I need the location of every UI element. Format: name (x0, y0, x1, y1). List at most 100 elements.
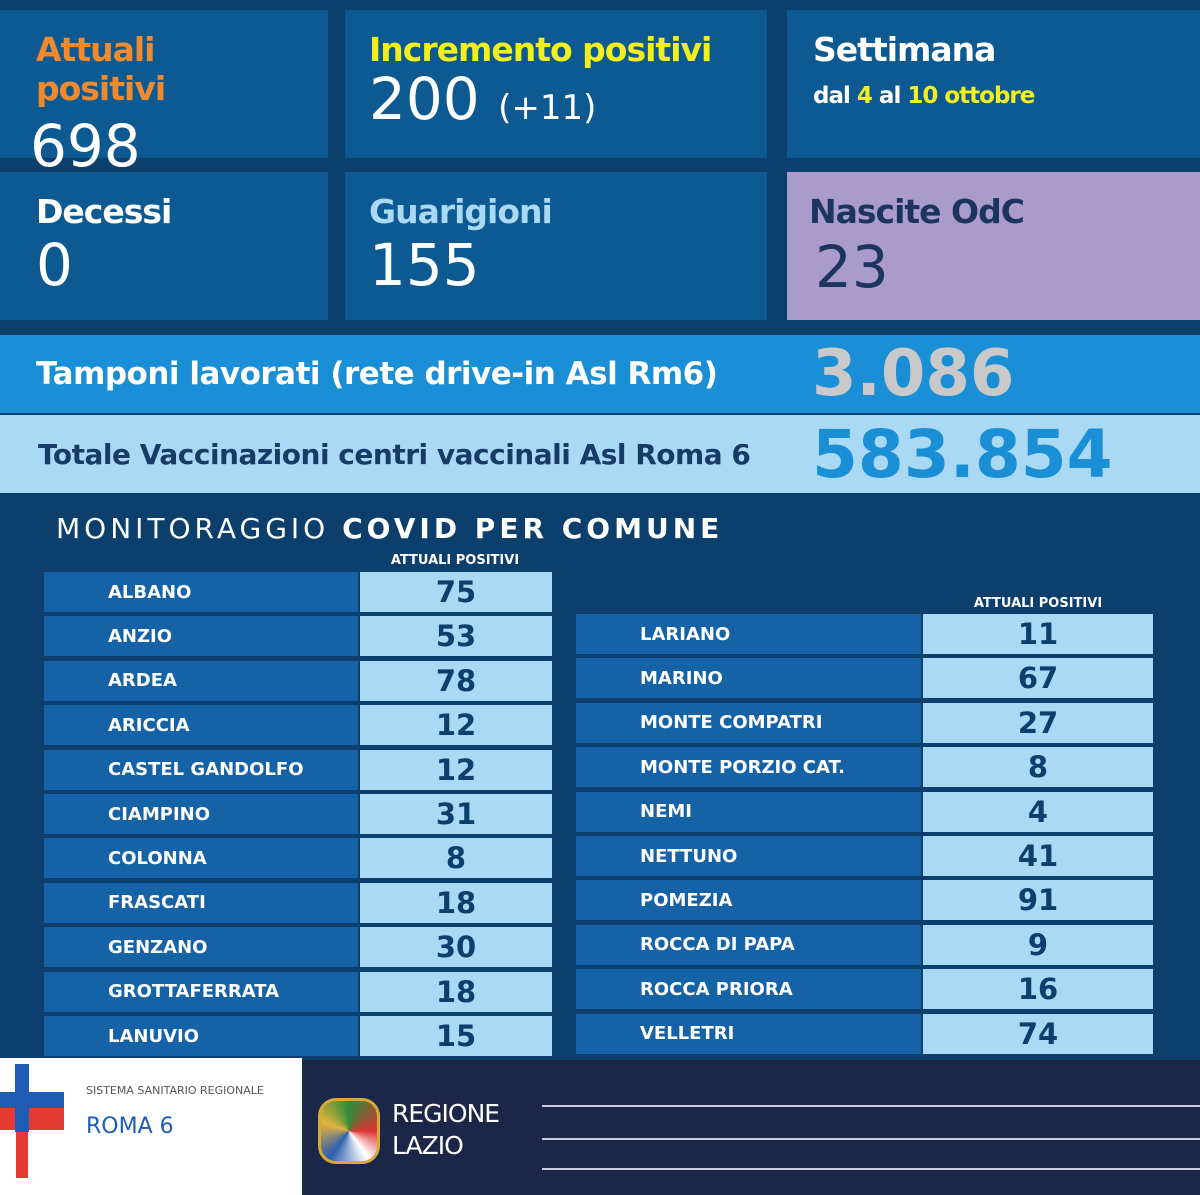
guarigioni-label: Guarigioni (369, 192, 553, 231)
guarigioni-card: Guarigioni 155 (345, 172, 767, 320)
incremento-label: Incremento positivi (369, 30, 712, 69)
comune-value: 41 (923, 836, 1153, 876)
comune-value: 9 (923, 924, 1153, 965)
comune-name: MONTE COMPATRI (576, 702, 921, 743)
comune-value: 12 (360, 705, 552, 746)
comune-name: NETTUNO (576, 836, 921, 876)
asl-logo: SISTEMA SANITARIO REGIONALE ROMA 6 (0, 1058, 302, 1195)
settimana-from: 4 (856, 83, 873, 109)
comune-name: ROCCA DI PAPA (576, 924, 921, 965)
comune-value: 91 (923, 880, 1153, 921)
settimana-mid: al (878, 83, 901, 109)
comune-name: LARIANO (576, 614, 921, 654)
table-row: LARIANO 11 (576, 614, 1153, 654)
footer-system: SISTEMA SANITARIO REGIONALE (86, 1084, 264, 1097)
comune-value: 8 (923, 747, 1153, 788)
table-row: FRASCATI 18 (44, 882, 552, 923)
comune-value: 53 (360, 616, 552, 657)
comune-name: CASTEL GANDOLFO (44, 749, 358, 790)
comune-name: NEMI (576, 791, 921, 832)
comune-name: POMEZIA (576, 880, 921, 921)
comune-name: ANZIO (44, 616, 358, 657)
incremento-card: Incremento positivi 200 (+11) (345, 10, 767, 158)
table-row: POMEZIA 91 (576, 880, 1153, 921)
settimana-pre: dal (813, 83, 851, 109)
comune-name: GENZANO (44, 927, 358, 968)
guarigioni-value: 155 (369, 231, 480, 299)
comune-value: 27 (923, 702, 1153, 743)
comune-value: 78 (360, 660, 552, 701)
comune-value: 31 (360, 794, 552, 834)
comune-value: 15 (360, 1016, 552, 1056)
table-row: ALBANO 75 (44, 572, 552, 612)
table-row: ROCCA DI PAPA 9 (576, 924, 1153, 965)
monitor-title-bold: COVID PER COMUNE (342, 512, 724, 545)
tamponi-label: Tamponi lavorati (rete drive-in Asl Rm6) (36, 356, 718, 392)
tamponi-value: 3.086 (812, 337, 1015, 411)
comune-value: 75 (360, 572, 552, 612)
table-row: NETTUNO 41 (576, 836, 1153, 876)
footer-lazio: LAZIO (392, 1131, 464, 1160)
comune-value: 11 (923, 614, 1153, 654)
comune-value: 8 (360, 838, 552, 879)
comune-name: MARINO (576, 658, 921, 699)
nascite-card: Nascite OdC 23 (787, 172, 1200, 320)
table-row: GROTTAFERRATA 18 (44, 971, 552, 1012)
footer-roma6: ROMA 6 (86, 1114, 174, 1139)
table-row: VELLETRI 74 (576, 1013, 1153, 1054)
comune-name: ROCCA PRIORA (576, 969, 921, 1010)
table-row: MARINO 67 (576, 658, 1153, 699)
comune-name: COLONNA (44, 838, 358, 879)
nascite-value: 23 (815, 233, 889, 301)
comune-value: 12 (360, 749, 552, 790)
comune-value: 4 (923, 791, 1153, 832)
settimana-label: Settimana (813, 30, 996, 69)
comune-name: CIAMPINO (44, 794, 358, 834)
vaccinazioni-label: Totale Vaccinazioni centri vaccinali Asl… (38, 437, 751, 471)
table-row: ARICCIA 12 (44, 705, 552, 746)
table-row: ROCCA PRIORA 16 (576, 969, 1153, 1010)
table-row: ARDEA 78 (44, 660, 552, 701)
table-row: COLONNA 8 (44, 838, 552, 879)
table-row: MONTE COMPATRI 27 (576, 702, 1153, 743)
vaccinazioni-band: Totale Vaccinazioni centri vaccinali Asl… (0, 415, 1200, 493)
table-row: LANUVIO 15 (44, 1016, 552, 1056)
comune-value: 16 (923, 969, 1153, 1010)
settimana-to: 10 ottobre (907, 83, 1035, 109)
comune-value: 67 (923, 658, 1153, 699)
comune-name: LANUVIO (44, 1016, 358, 1056)
regione-lazio-logo: REGIONE LAZIO (302, 1060, 1200, 1195)
comune-name: FRASCATI (44, 882, 358, 923)
decessi-label: Decessi (36, 192, 172, 231)
incremento-delta: (+11) (498, 88, 597, 128)
table-row: MONTE PORZIO CAT. 8 (576, 747, 1153, 788)
comune-name: VELLETRI (576, 1013, 921, 1054)
comune-name: ARICCIA (44, 705, 358, 746)
right-col-header: ATTUALI POSITIVI (973, 596, 1103, 611)
attuali-label: Attuali positivi (36, 30, 166, 108)
attuali-positivi-card: Attuali positivi 698 (0, 10, 328, 180)
decessi-card: Decessi 0 (0, 172, 328, 320)
table-row: CIAMPINO 31 (44, 794, 552, 834)
left-col-header: ATTUALI POSITIVI (390, 553, 520, 568)
comune-value: 18 (360, 971, 552, 1012)
comune-name: MONTE PORZIO CAT. (576, 747, 921, 788)
table-row: ANZIO 53 (44, 616, 552, 657)
comune-value: 18 (360, 882, 552, 923)
monitor-title-light: MONITORAGGIO (56, 512, 330, 545)
table-row: GENZANO 30 (44, 927, 552, 968)
comune-name: ARDEA (44, 660, 358, 701)
attuali-value: 698 (30, 112, 141, 180)
vaccinazioni-value: 583.854 (812, 415, 1113, 493)
table-row: NEMI 4 (576, 791, 1153, 832)
comune-value: 74 (923, 1013, 1153, 1054)
tamponi-band: Tamponi lavorati (rete drive-in Asl Rm6)… (0, 335, 1200, 413)
table-row: CASTEL GANDOLFO 12 (44, 749, 552, 790)
comune-name: GROTTAFERRATA (44, 971, 358, 1012)
lazio-emblem-icon (318, 1098, 380, 1164)
settimana-card: Settimana dal 4 al 10 ottobre (787, 10, 1200, 158)
decessi-value: 0 (36, 231, 73, 299)
nascite-label: Nascite OdC (809, 192, 1025, 231)
footer-regione: REGIONE (392, 1099, 500, 1128)
comune-value: 30 (360, 927, 552, 968)
